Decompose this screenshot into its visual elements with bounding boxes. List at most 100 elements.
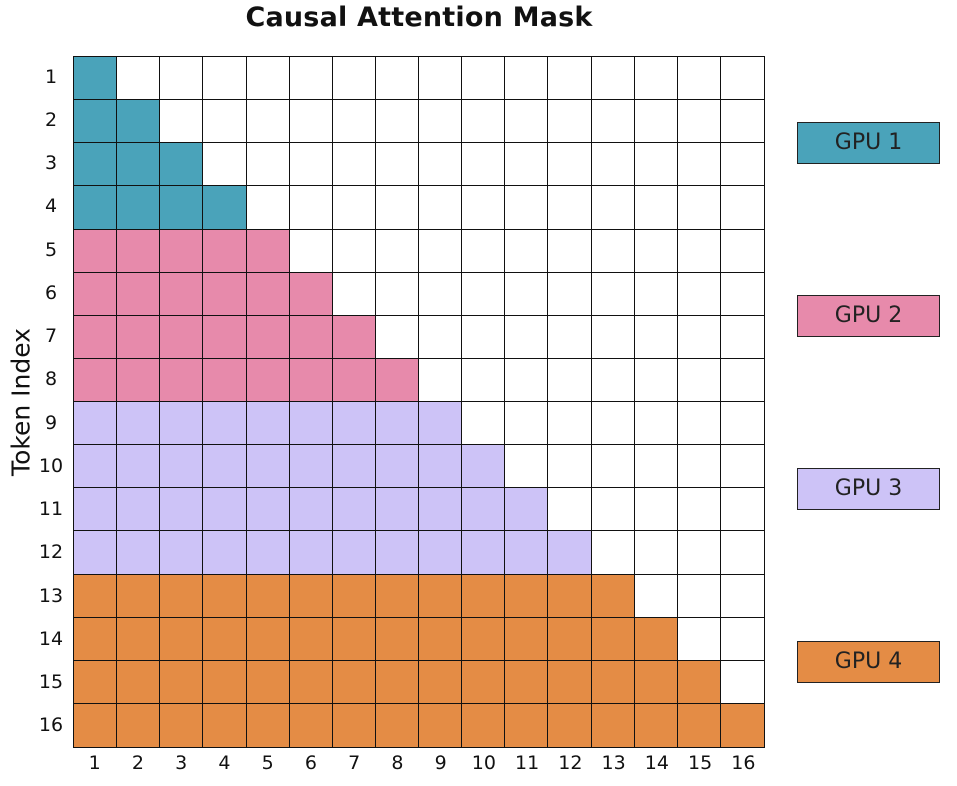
column-tick-label: 4 — [218, 752, 231, 774]
mask-cell-masked — [246, 186, 290, 230]
mask-cell-attended — [375, 531, 419, 575]
row-tick-label: 6 — [44, 281, 58, 304]
mask-cell-masked — [548, 358, 592, 402]
mask-cell-attended — [548, 617, 592, 661]
mask-cell-masked — [677, 186, 721, 230]
mask-cell-masked — [419, 143, 463, 187]
mask-cell-attended — [462, 703, 506, 747]
mask-cell-masked — [505, 315, 549, 359]
mask-cell-attended — [74, 57, 118, 101]
mask-cell-attended — [117, 488, 161, 532]
mask-cell-attended — [117, 272, 161, 316]
mask-cell-attended — [591, 660, 635, 704]
mask-cell-masked — [720, 488, 764, 532]
mask-cell-masked — [203, 57, 247, 101]
mask-cell-masked — [375, 100, 419, 144]
row-tick-label: 12 — [38, 541, 64, 564]
mask-cell-attended — [160, 358, 204, 402]
mask-cell-attended — [548, 703, 592, 747]
mask-cell-masked — [375, 229, 419, 273]
mask-cell-attended — [332, 531, 376, 575]
legend-item: GPU 3 — [797, 467, 940, 510]
mask-cell-masked — [505, 402, 549, 446]
mask-cell-attended — [462, 488, 506, 532]
mask-cell-attended — [375, 358, 419, 402]
mask-cell-attended — [117, 402, 161, 446]
mask-cell-attended — [160, 186, 204, 230]
mask-cell-attended — [74, 617, 118, 661]
mask-cell-attended — [289, 617, 333, 661]
mask-cell-attended — [332, 315, 376, 359]
column-tick-label: 15 — [688, 752, 713, 774]
mask-cell-attended — [74, 660, 118, 704]
mask-cell-attended — [74, 488, 118, 532]
mask-cell-attended — [548, 660, 592, 704]
mask-cell-attended — [419, 660, 463, 704]
mask-cell-masked — [505, 57, 549, 101]
mask-cell-attended — [375, 402, 419, 446]
mask-cell-attended — [462, 617, 506, 661]
mask-cell-attended — [117, 143, 161, 187]
mask-cell-attended — [160, 445, 204, 489]
mask-cell-attended — [289, 703, 333, 747]
mask-cell-masked — [289, 186, 333, 230]
mask-cell-attended — [591, 617, 635, 661]
mask-cell-masked — [720, 315, 764, 359]
mask-cell-attended — [117, 660, 161, 704]
mask-cell-masked — [677, 143, 721, 187]
column-tick-label: 5 — [261, 752, 274, 774]
mask-cell-attended — [332, 402, 376, 446]
mask-cell-masked — [332, 57, 376, 101]
mask-cell-attended — [74, 272, 118, 316]
mask-cell-masked — [591, 358, 635, 402]
mask-cell-masked — [591, 143, 635, 187]
mask-cell-masked — [720, 574, 764, 618]
row-tick-label: 8 — [44, 368, 58, 391]
column-tick-label: 13 — [601, 752, 626, 774]
mask-cell-masked — [419, 186, 463, 230]
mask-cell-masked — [591, 229, 635, 273]
mask-cell-attended — [74, 402, 118, 446]
column-tick-label: 6 — [304, 752, 317, 774]
mask-cell-masked — [634, 402, 678, 446]
mask-cell-masked — [505, 358, 549, 402]
mask-cell-attended — [246, 574, 290, 618]
mask-cell-masked — [634, 143, 678, 187]
mask-cell-attended — [548, 574, 592, 618]
mask-cell-masked — [591, 402, 635, 446]
mask-cell-masked — [634, 272, 678, 316]
mask-cell-masked — [677, 488, 721, 532]
mask-cell-masked — [548, 315, 592, 359]
mask-cell-attended — [117, 100, 161, 144]
mask-cell-attended — [332, 660, 376, 704]
mask-cell-masked — [677, 445, 721, 489]
mask-cell-attended — [117, 315, 161, 359]
row-tick-label: 3 — [44, 152, 58, 175]
mask-cell-attended — [419, 445, 463, 489]
mask-cell-masked — [591, 315, 635, 359]
mask-cell-masked — [505, 445, 549, 489]
mask-cell-attended — [289, 660, 333, 704]
mask-cell-attended — [462, 574, 506, 618]
mask-cell-attended — [332, 488, 376, 532]
mask-cell-masked — [677, 531, 721, 575]
mask-cell-attended — [548, 531, 592, 575]
mask-cell-masked — [246, 57, 290, 101]
mask-cell-masked — [548, 57, 592, 101]
mask-cell-masked — [332, 272, 376, 316]
mask-cell-attended — [419, 488, 463, 532]
mask-cell-masked — [634, 186, 678, 230]
mask-cell-attended — [117, 617, 161, 661]
mask-cell-attended — [375, 445, 419, 489]
mask-cell-attended — [203, 358, 247, 402]
mask-cell-masked — [634, 488, 678, 532]
mask-cell-masked — [548, 186, 592, 230]
mask-cell-masked — [505, 186, 549, 230]
legend-item: GPU 4 — [797, 640, 940, 683]
mask-cell-masked — [720, 402, 764, 446]
mask-cell-masked — [634, 574, 678, 618]
mask-cell-attended — [117, 229, 161, 273]
mask-cell-masked — [720, 57, 764, 101]
mask-cell-masked — [289, 229, 333, 273]
mask-cell-masked — [591, 445, 635, 489]
